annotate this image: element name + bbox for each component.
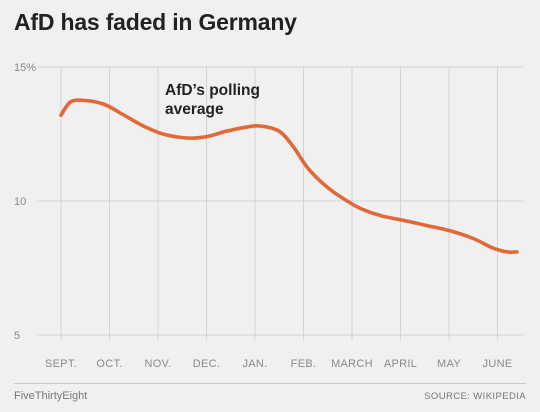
x-tick-label: JAN. <box>242 358 267 370</box>
x-tick-label: OCT. <box>96 358 122 370</box>
annotation-label: AfD’s polling average <box>165 82 264 118</box>
x-tick-label: JUNE <box>483 358 513 370</box>
x-tick-label: NOV. <box>144 358 171 370</box>
y-tick-label: 15% <box>14 62 36 74</box>
x-tick-label: MARCH <box>331 358 373 370</box>
x-tick-label: SEPT. <box>45 358 77 370</box>
y-tick-label: 5 <box>14 330 20 342</box>
x-tick-label: DEC. <box>193 358 220 370</box>
x-axis-ticks: SEPT. OCT. NOV. DEC. JAN. FEB. MARCH APRIL MAY JU… <box>45 358 513 370</box>
annotation-line-1: AfD’s polling <box>165 82 260 99</box>
series-layer <box>59 98 519 255</box>
footer-divider <box>14 383 526 384</box>
x-tick-label: APRIL <box>384 358 417 370</box>
footer-source: SOURCE: WIKIPEDIA <box>424 391 526 402</box>
x-tick-label: FEB. <box>291 358 317 370</box>
series-line <box>59 98 519 255</box>
annotation-line-2: average <box>165 101 224 118</box>
y-tick-label: 10 <box>14 196 26 208</box>
x-tick-label: MAY <box>437 358 461 370</box>
footer-brand: FiveThirtyEight <box>14 390 88 402</box>
y-axis-ticks: 15% 10 5 <box>14 62 36 342</box>
chart-title: AfD has faded in Germany <box>14 9 297 35</box>
